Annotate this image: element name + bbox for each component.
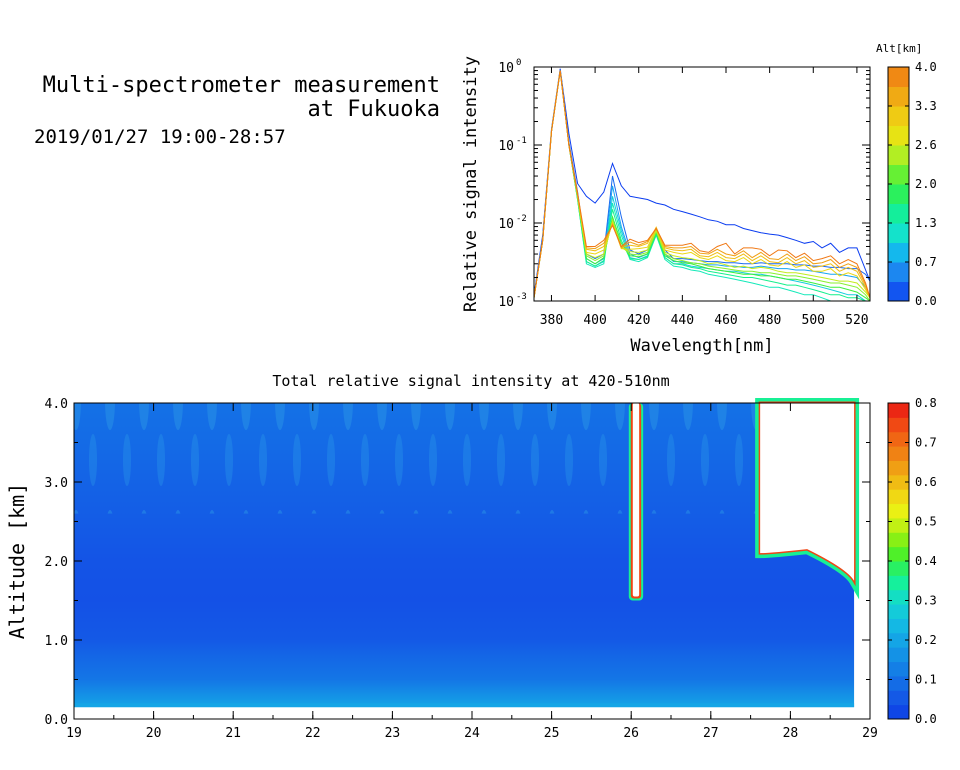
heatmap-x-tick-label: 28	[783, 726, 799, 741]
spectrum-series-line	[534, 71, 870, 298]
spectrum-y-tick-exponent: 0	[516, 58, 521, 68]
altitude-colorbar-tick-label: 2.0	[915, 177, 937, 191]
intensity-colorbar-cell	[888, 590, 909, 605]
spectrum-series-group	[534, 69, 870, 301]
heatmap-x-tick-label: 23	[385, 726, 401, 741]
altitude-colorbar-cell	[888, 106, 909, 126]
spectrum-x-tick-label: 460	[714, 313, 737, 328]
spectrum-y-tick-label: 10	[498, 139, 514, 154]
altitude-colorbar-cell	[888, 184, 909, 204]
spectrum-y-tick-exponent: -3	[516, 292, 527, 302]
altitude-colorbar-cell	[888, 243, 909, 263]
intensity-colorbar-cell	[888, 446, 909, 461]
heatmap-y-axis-label: Altitude [km]	[5, 483, 29, 640]
intensity-colorbar-tick-label: 0.8	[915, 396, 937, 410]
heatmap-x-tick-label: 25	[544, 726, 560, 741]
intensity-colorbar-cell	[888, 518, 909, 533]
saturated-region-1	[633, 403, 639, 597]
altitude-colorbar-cell	[888, 282, 909, 302]
altitude-colorbar-label: Alt[km]	[876, 42, 922, 55]
intensity-colorbar-cell	[888, 489, 909, 504]
altitude-colorbar-cell	[888, 67, 909, 87]
intensity-colorbar-cell	[888, 690, 909, 705]
altitude-colorbar-cell	[888, 145, 909, 165]
altitude-colorbar-tick-label: 3.3	[915, 99, 937, 113]
intensity-colorbar-tick-label: 0.1	[915, 673, 937, 687]
heatmap-y-tick-label: 1.0	[45, 634, 68, 649]
intensity-colorbar-tick-label: 0.5	[915, 515, 937, 529]
heatmap-body	[74, 403, 854, 707]
spectrum-x-ticks: 380 400 420 440 460 480 500 520	[540, 67, 869, 328]
intensity-colorbar-cell	[888, 575, 909, 590]
spectrum-x-tick-label: 400	[583, 313, 606, 328]
heatmap-x-tick-label: 20	[146, 726, 162, 741]
intensity-colorbar-cell	[888, 604, 909, 619]
heatmap-x-tick-label: 29	[862, 726, 878, 741]
intensity-colorbar-cell	[888, 561, 909, 576]
altitude-colorbar-tick-label: 0.7	[915, 255, 937, 269]
heatmap-x-tick-label: 22	[305, 726, 321, 741]
heatmap-y-tick-label: 0.0	[45, 713, 68, 728]
intensity-colorbar-tick-label: 0.3	[915, 594, 937, 608]
intensity-colorbar-cell	[888, 662, 909, 677]
intensity-colorbar-cell	[888, 532, 909, 547]
altitude-colorbar-tick-label: 4.0	[915, 60, 937, 74]
intensity-colorbar-tick-label: 0.7	[915, 436, 937, 450]
intensity-colorbar-tick-label: 0.6	[915, 475, 937, 489]
heatmap-y-tick-label: 4.0	[45, 397, 68, 412]
altitude-colorbar: 4.0 3.3 2.6 2.0 1.3 0.7 0.0	[888, 60, 937, 308]
intensity-colorbar-cell	[888, 432, 909, 447]
heatmap-x-tick-label: 27	[703, 726, 719, 741]
intensity-colorbar: 0.8 0.7 0.6 0.5 0.4 0.3 0.2 0.1 0.0	[888, 396, 937, 726]
heatmap-streak-texture	[74, 403, 854, 514]
heatmap-x-tick-label: 19	[66, 726, 82, 741]
heatmap-title: Total relative signal intensity at 420-5…	[272, 372, 669, 390]
altitude-colorbar-cell	[888, 165, 909, 185]
altitude-colorbar-cell	[888, 262, 909, 282]
intensity-colorbar-tick-label: 0.4	[915, 554, 937, 568]
heatmap-y-tick-label: 3.0	[45, 476, 68, 491]
spectrum-y-tick-exponent: -2	[516, 214, 527, 224]
spectrum-y-axis-label: Relative signal intensity	[461, 56, 481, 312]
intensity-colorbar-cell	[888, 417, 909, 432]
heatmap-y-tick-label: 2.0	[45, 555, 68, 570]
altitude-colorbar-cell	[888, 87, 909, 107]
altitude-colorbar-tick-label: 0.0	[915, 294, 937, 308]
spectrum-x-tick-label: 480	[758, 313, 781, 328]
spectrum-x-tick-label: 440	[671, 313, 694, 328]
spectrum-y-tick-exponent: -1	[516, 136, 527, 146]
intensity-colorbar-cell	[888, 676, 909, 691]
heatmap-x-tick-label: 21	[225, 726, 241, 741]
altitude-colorbar-cell	[888, 223, 909, 243]
intensity-colorbar-cell	[888, 647, 909, 662]
spectrum-y-tick-label: 10	[498, 61, 514, 76]
spectrum-y-tick-label: 10	[498, 295, 514, 310]
intensity-colorbar-tick-label: 0.2	[915, 633, 937, 647]
heatmap-x-tick-label: 24	[464, 726, 480, 741]
heatmap-x-tick-label: 26	[623, 726, 639, 741]
intensity-colorbar-cell	[888, 705, 909, 720]
altitude-colorbar-tick-label: 1.3	[915, 216, 937, 230]
spectrum-x-tick-label: 380	[540, 313, 563, 328]
spectrum-x-axis-label: Wavelength[nm]	[630, 336, 773, 356]
altitude-colorbar-cell	[888, 126, 909, 146]
intensity-colorbar-tick-label: 0.0	[915, 712, 937, 726]
intensity-colorbar-cell	[888, 460, 909, 475]
spectrum-x-tick-label: 520	[845, 313, 868, 328]
altitude-colorbar-cell	[888, 204, 909, 224]
spectrum-y-tick-label: 10	[498, 217, 514, 232]
heatmap-surface-band	[74, 703, 854, 707]
spectrum-x-tick-label: 500	[802, 313, 825, 328]
intensity-colorbar-cell	[888, 403, 909, 418]
spectrum-x-tick-label: 420	[627, 313, 650, 328]
intensity-colorbar-cell	[888, 504, 909, 519]
intensity-colorbar-cell	[888, 547, 909, 562]
intensity-colorbar-cell	[888, 618, 909, 633]
altitude-colorbar-tick-label: 2.6	[915, 138, 937, 152]
intensity-heatmap-chart: Total relative signal intensity at 420-5…	[0, 360, 960, 770]
